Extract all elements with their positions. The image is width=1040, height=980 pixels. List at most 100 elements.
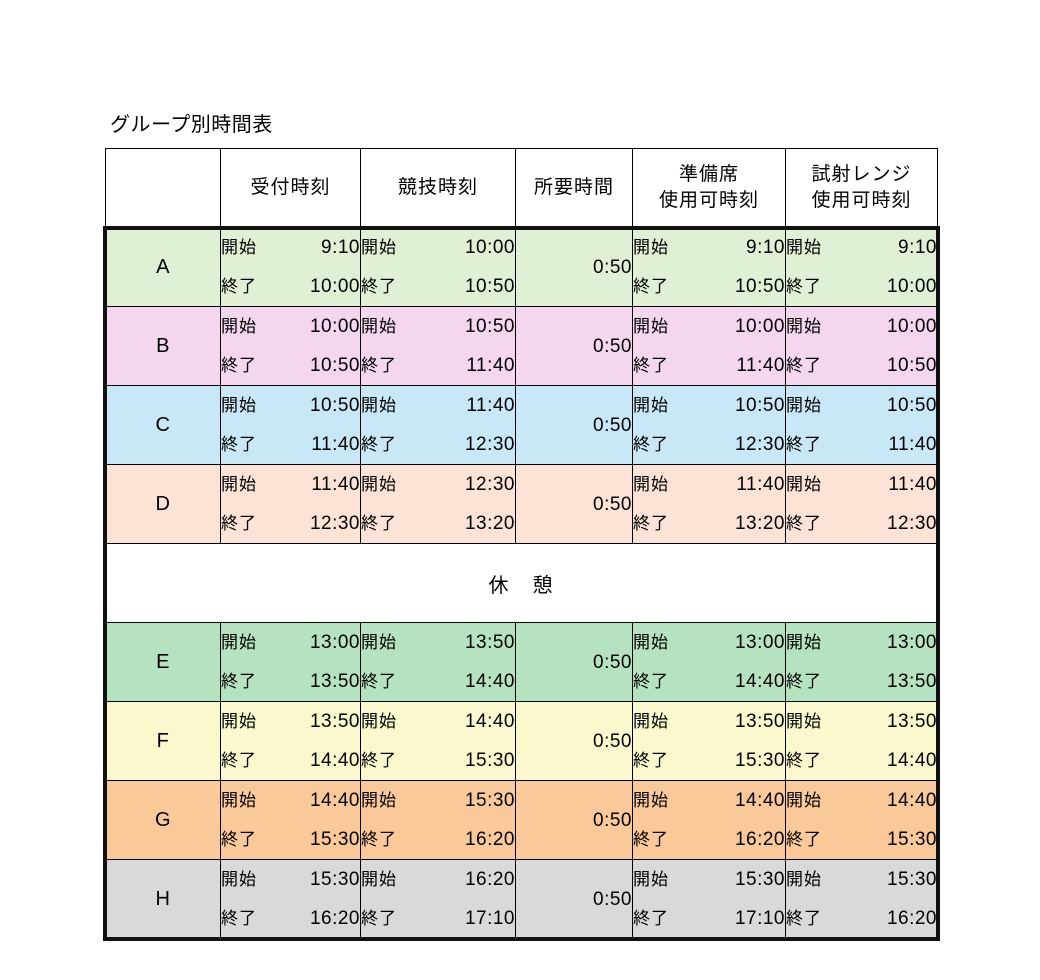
corner-blank-cell <box>105 148 221 228</box>
time-line-start: 開始 14:40 <box>786 781 937 820</box>
duration-value: 0:50 <box>593 730 632 752</box>
cell-duration: 0:50 <box>515 780 633 860</box>
end-time: 12:30 <box>886 513 937 534</box>
start-time: 13:50 <box>886 711 937 732</box>
start-time: 14:40 <box>734 790 785 811</box>
cell-prep-seat: 開始 13:50 終了 15:30 <box>632 701 786 781</box>
time-line-start: 開始 11:40 <box>786 465 937 504</box>
time-line-end: 終了 15:30 <box>786 820 937 859</box>
end-label: 終了 <box>221 356 257 375</box>
cell-match: 開始 10:50 終了 11:40 <box>360 306 516 386</box>
end-time: 11:40 <box>736 355 785 376</box>
time-line-start: 開始 13:50 <box>361 623 515 662</box>
cell-group-label: A <box>105 227 221 307</box>
end-label: 終了 <box>361 277 397 296</box>
start-time: 11:40 <box>466 395 515 416</box>
start-label: 開始 <box>786 238 822 257</box>
cell-group-label: G <box>105 780 221 860</box>
table-row: E 開始 13:00 終了 13:50 開始 13:50 終了 14:40 0:50 開始 13:00… <box>105 622 938 702</box>
end-time: 15:30 <box>886 829 937 850</box>
table-header: 受付時刻 競技時刻 所要時間 準備席 使用可時刻 試射レンジ 使用可時刻 <box>105 148 938 228</box>
end-label: 終了 <box>786 830 822 849</box>
table-row: F 開始 13:50 終了 14:40 開始 14:40 終了 15:30 0:50 開始 13:50… <box>105 701 938 781</box>
duration-value: 0:50 <box>593 888 632 910</box>
start-label: 開始 <box>361 396 397 415</box>
header-row: 受付時刻 競技時刻 所要時間 準備席 使用可時刻 試射レンジ 使用可時刻 <box>105 148 938 228</box>
start-label: 開始 <box>786 396 822 415</box>
end-label: 終了 <box>786 672 822 691</box>
time-line-start: 開始 10:00 <box>633 307 785 346</box>
cell-reception: 開始 9:10 終了 10:00 <box>220 227 361 307</box>
header-line-1: 試射レンジ <box>811 164 912 185</box>
end-time: 14:40 <box>886 750 937 771</box>
end-label: 終了 <box>633 277 669 296</box>
page-title: グループ別時間表 <box>110 114 273 136</box>
end-time: 12:30 <box>464 434 515 455</box>
time-line-start: 開始 11:40 <box>361 386 515 425</box>
time-line-start: 開始 9:10 <box>633 228 785 267</box>
header-line-1: 競技時刻 <box>397 177 478 198</box>
time-pair: 開始 9:10 終了 10:50 <box>633 228 785 306</box>
time-line-start: 開始 14:40 <box>221 781 360 820</box>
time-pair: 開始 11:40 終了 12:30 <box>221 465 360 543</box>
time-line-start: 開始 13:50 <box>786 702 937 741</box>
time-line-end: 終了 10:00 <box>786 267 937 306</box>
table-row: D 開始 11:40 終了 12:30 開始 12:30 終了 13:20 0:50 開始 11:40… <box>105 464 938 544</box>
end-time: 11:40 <box>311 434 360 455</box>
cell-prep-seat: 開始 10:50 終了 12:30 <box>632 385 786 465</box>
break-label: 休 憩 <box>105 543 938 623</box>
time-line-end: 終了 11:40 <box>633 346 785 385</box>
start-label: 開始 <box>633 238 669 257</box>
time-line-start: 開始 12:30 <box>361 465 515 504</box>
time-line-start: 開始 16:20 <box>361 860 515 899</box>
end-time: 10:00 <box>886 276 937 297</box>
end-label: 終了 <box>361 514 397 533</box>
time-pair: 開始 15:30 終了 16:20 <box>221 860 360 938</box>
cell-duration: 0:50 <box>515 859 633 939</box>
time-line-start: 開始 9:10 <box>221 228 360 267</box>
time-line-end: 終了 10:50 <box>361 267 515 306</box>
start-label: 開始 <box>786 475 822 494</box>
cell-reception: 開始 13:50 終了 14:40 <box>220 701 361 781</box>
cell-reception: 開始 11:40 終了 12:30 <box>220 464 361 544</box>
time-line-start: 開始 15:30 <box>221 860 360 899</box>
time-pair: 開始 14:40 終了 16:20 <box>633 781 785 859</box>
start-time: 15:30 <box>886 869 937 890</box>
cell-match: 開始 10:00 終了 10:50 <box>360 227 516 307</box>
time-line-start: 開始 9:10 <box>786 228 937 267</box>
start-time: 13:50 <box>309 711 360 732</box>
start-time: 14:40 <box>464 711 515 732</box>
header-line-1: 所要時間 <box>533 177 614 198</box>
cell-test-range: 開始 11:40 終了 12:30 <box>785 464 938 544</box>
cell-reception: 開始 13:00 終了 13:50 <box>220 622 361 702</box>
time-line-end: 終了 12:30 <box>361 425 515 464</box>
end-time: 16:20 <box>886 908 937 929</box>
duration-value: 0:50 <box>593 493 632 515</box>
time-line-start: 開始 10:50 <box>221 386 360 425</box>
time-pair: 開始 15:30 終了 17:10 <box>633 860 785 938</box>
start-time: 11:40 <box>736 474 785 495</box>
time-line-end: 終了 17:10 <box>633 899 785 938</box>
end-time: 12:30 <box>734 434 785 455</box>
end-time: 15:30 <box>464 750 515 771</box>
end-label: 終了 <box>786 514 822 533</box>
cell-test-range: 開始 9:10 終了 10:00 <box>785 227 938 307</box>
time-pair: 開始 16:20 終了 17:10 <box>361 860 515 938</box>
cell-duration: 0:50 <box>515 227 633 307</box>
start-time: 9:10 <box>898 237 937 258</box>
time-line-end: 終了 14:40 <box>221 741 360 780</box>
start-label: 開始 <box>633 870 669 889</box>
time-pair: 開始 9:10 終了 10:00 <box>221 228 360 306</box>
start-time: 15:30 <box>309 869 360 890</box>
time-line-start: 開始 10:00 <box>361 228 515 267</box>
time-line-start: 開始 15:30 <box>786 860 937 899</box>
time-pair: 開始 10:50 終了 11:40 <box>221 386 360 464</box>
cell-test-range: 開始 13:50 終了 14:40 <box>785 701 938 781</box>
table-row: A 開始 9:10 終了 10:00 開始 10:00 終了 10:50 0:50 開始 9:10 終了… <box>105 227 938 307</box>
cell-match: 開始 12:30 終了 13:20 <box>360 464 516 544</box>
start-label: 開始 <box>221 475 257 494</box>
time-pair: 開始 11:40 終了 13:20 <box>633 465 785 543</box>
end-label: 終了 <box>786 751 822 770</box>
cell-prep-seat: 開始 9:10 終了 10:50 <box>632 227 786 307</box>
start-label: 開始 <box>633 791 669 810</box>
